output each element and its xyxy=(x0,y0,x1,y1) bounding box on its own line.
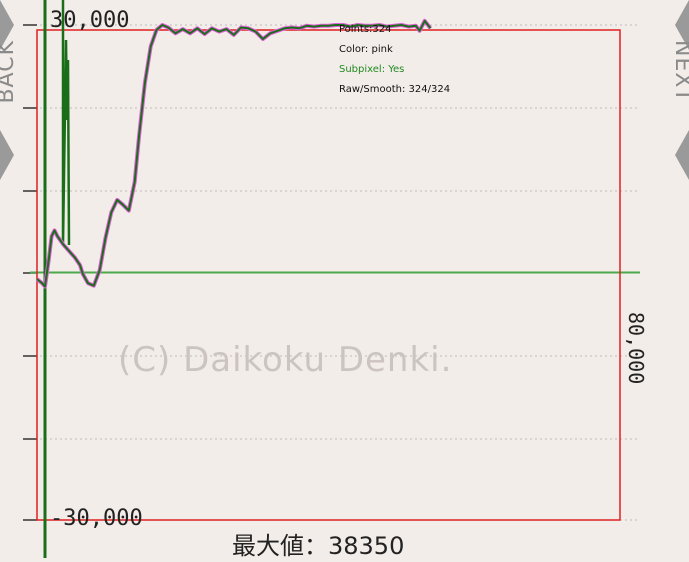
smooth-series-line xyxy=(36,19,432,288)
back-label[interactable]: BACK xyxy=(0,40,19,104)
crop-box xyxy=(36,29,621,521)
back-arrow-top-icon xyxy=(0,0,14,50)
y-tick-top: 30,000 xyxy=(50,8,130,33)
spike-marker-line xyxy=(61,0,71,246)
points-count: Points:324 xyxy=(339,24,392,35)
next-arrow-bottom-icon xyxy=(675,130,689,180)
raw-smooth-count: Raw/Smooth: 324/324 xyxy=(339,84,451,95)
max-value-label: 最大値：38350 xyxy=(232,532,405,560)
next-label[interactable]: NEXT xyxy=(670,40,689,103)
x-axis-max-label: 80,000 xyxy=(624,312,648,385)
subpixel-setting: Subpixel: Yes xyxy=(339,64,405,75)
overlay-info-panel: Points:324 Color: pink Subpixel: Yes Raw… xyxy=(339,20,450,100)
back-arrow-bottom-icon xyxy=(0,130,14,180)
y-tick-bottom: -30,000 xyxy=(50,506,143,531)
watermark-text: (C) Daikoku Denki. xyxy=(118,340,453,380)
next-arrow-top-icon xyxy=(675,0,689,50)
color-setting: Color: pink xyxy=(339,44,393,55)
